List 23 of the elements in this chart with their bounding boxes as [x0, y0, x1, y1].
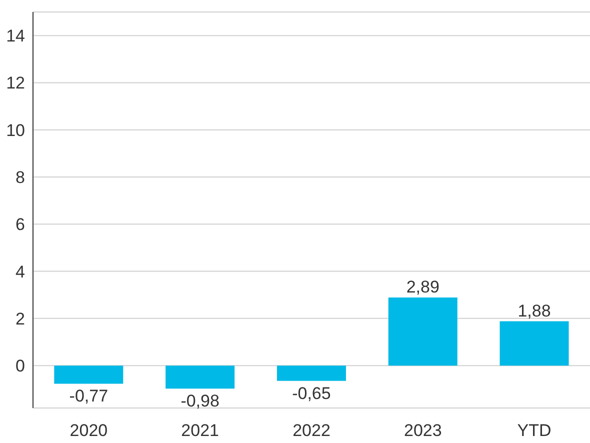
x-tick-label: 2022 [292, 421, 330, 440]
bar [276, 366, 346, 381]
y-tick-label: 12 [6, 74, 25, 93]
data-label: -0,65 [292, 384, 331, 403]
x-tick-label: 2021 [181, 421, 220, 440]
y-tick-label: 8 [16, 168, 25, 188]
x-tick-label: YTD [517, 421, 552, 440]
bar [500, 321, 569, 366]
x-tick-label: 2023 [404, 421, 442, 440]
bar [388, 297, 458, 366]
y-tick-label: 2 [16, 309, 25, 328]
x-tick-label: 2020 [70, 421, 108, 440]
y-tick-label: 0 [16, 356, 25, 376]
bar [166, 366, 235, 389]
bar [54, 366, 124, 384]
y-tick-label: 6 [16, 215, 25, 234]
y-tick-label: 10 [6, 120, 25, 140]
y-tick-label: 4 [16, 262, 25, 282]
data-label: 2,89 [406, 277, 440, 296]
y-tick-label: 14 [6, 26, 25, 46]
data-label: 1,88 [518, 301, 551, 320]
data-label: -0,77 [69, 386, 108, 406]
data-label: -0,98 [180, 392, 220, 411]
